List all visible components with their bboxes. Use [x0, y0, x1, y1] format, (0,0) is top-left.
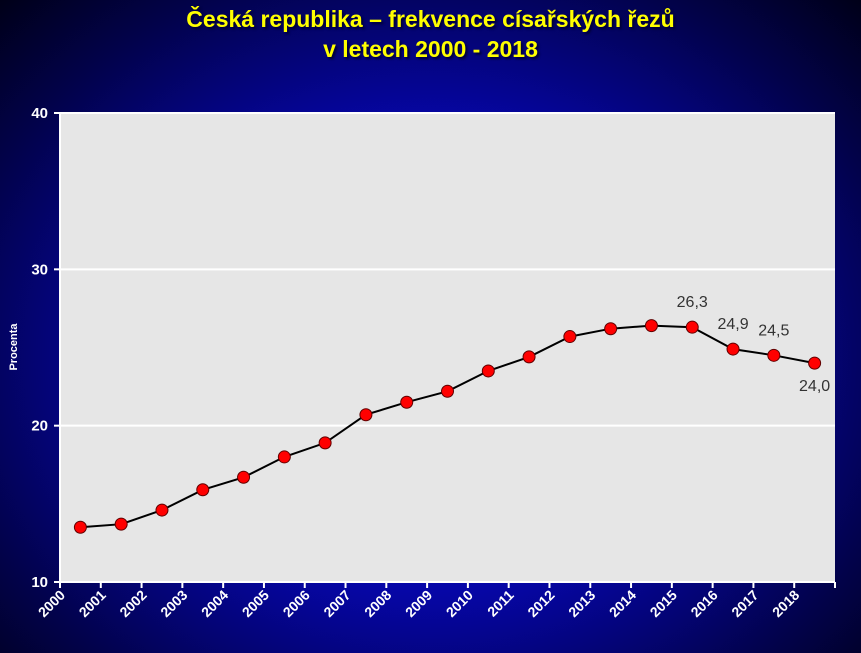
chart-title-line1: Česká republika – frekvence císařských ř…: [186, 6, 675, 32]
x-tick-label: 2002: [116, 587, 149, 620]
chart-title: Česká republika – frekvence císařských ř…: [0, 4, 861, 64]
data-point: [359, 408, 373, 422]
y-tick-label: 10: [31, 574, 48, 591]
x-tick-label: 2001: [76, 587, 109, 620]
data-label: 24,5: [758, 322, 789, 339]
x-tick-label: 2016: [687, 587, 720, 620]
data-label: 24,9: [717, 316, 748, 333]
x-tick-label: 2003: [157, 587, 190, 620]
y-tick-label: 30: [31, 261, 48, 278]
data-point: [114, 517, 128, 531]
axes: [54, 112, 836, 588]
data-point: [563, 330, 577, 344]
x-tick-label: 2010: [443, 587, 476, 620]
data-point: [604, 322, 618, 336]
x-tick-label: 2000: [35, 587, 68, 620]
x-tick-labels: 2000 2001 2002 2003 2004 2005 2006 2007 2008 2009…: [35, 587, 803, 620]
data-point: [73, 520, 87, 534]
x-tick-label: 2011: [484, 587, 517, 620]
data-point: [522, 350, 536, 364]
plot-area: [60, 113, 835, 582]
grid-lines: [60, 112, 835, 427]
x-tick-label: 2018: [769, 587, 802, 620]
x-tick-label: 2009: [402, 587, 435, 620]
data-point: [277, 450, 291, 464]
data-point: [481, 364, 495, 378]
y-axis-label: Procenta: [8, 323, 20, 371]
data-point: [196, 483, 210, 497]
data-label: 24,0: [799, 378, 830, 395]
x-tick-label: 2012: [524, 587, 557, 620]
y-tick-labels: 10 20 30 40: [31, 105, 48, 591]
y-tick-label: 40: [31, 105, 48, 122]
x-tick-label: 2005: [239, 587, 272, 620]
data-point: [441, 384, 454, 398]
x-tick-label: 2013: [565, 587, 598, 620]
data-label: 26,3: [677, 294, 708, 311]
data-point: [726, 342, 740, 356]
data-point: [318, 436, 332, 450]
chart-title-line2: v letech 2000 - 2018: [323, 36, 538, 62]
y-tick-label: 20: [31, 418, 48, 435]
x-tick-label: 2007: [320, 587, 353, 620]
x-tick-label: 2008: [361, 587, 394, 620]
data-point: [237, 470, 251, 484]
x-tick-label: 2014: [606, 587, 639, 620]
x-tick-label: 2015: [647, 587, 680, 620]
data-point: [644, 319, 658, 333]
data-labels: 26,3 24,9 24,5 24,0: [677, 294, 831, 395]
data-points: [73, 319, 822, 534]
data-point: [808, 356, 822, 370]
data-point: [685, 320, 699, 334]
data-point: [400, 395, 414, 409]
data-point: [767, 348, 781, 362]
data-point: [155, 503, 169, 517]
x-tick-label: 2017: [728, 587, 761, 620]
x-tick-label: 2006: [280, 587, 313, 620]
x-tick-label: 2004: [198, 587, 231, 620]
